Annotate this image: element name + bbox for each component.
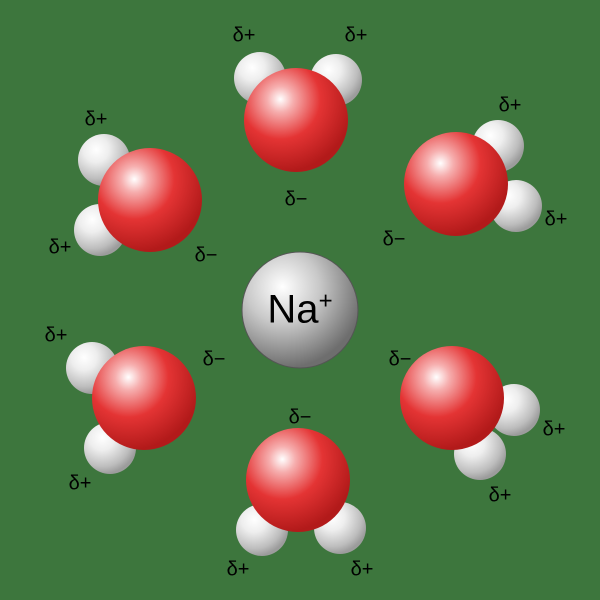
sodium-label: Na+ [267,287,332,332]
water-bottom-left-delta-plus-1: δ+ [45,325,68,348]
water-top-delta-plus-1: δ+ [233,25,256,48]
water-bottom-right-delta-plus-1: δ+ [543,419,566,442]
water-bottom-right-delta-minus: δ− [389,349,412,372]
water-bottom-delta-plus-1: δ+ [227,559,250,582]
water-bottom-left-delta-plus-2: δ+ [69,473,92,496]
water-bottom-left-delta-minus: δ− [203,349,226,372]
water-top-delta-minus: δ− [285,189,308,212]
water-top-right-oxygen [404,132,508,236]
water-top-delta-plus-2: δ+ [345,25,368,48]
water-top-left-delta-minus: δ− [195,245,218,268]
water-top-oxygen [244,68,348,172]
water-bottom-left-oxygen [92,346,196,450]
water-top-left-delta-plus-2: δ+ [49,237,72,260]
water-top-left-delta-plus-1: δ+ [85,109,108,132]
water-top-left-oxygen [98,148,202,252]
water-bottom-right-delta-plus-2: δ+ [489,485,512,508]
water-bottom-delta-plus-2: δ+ [351,559,374,582]
water-top-right-delta-minus: δ− [383,229,406,252]
solvation-diagram: Na+ δ− δ+ δ+ δ− δ+ δ+ δ− δ+ δ+ δ− δ+ δ+ δ− δ+ δ+ δ− δ+ δ+ [0,0,600,600]
water-bottom-right-oxygen [400,346,504,450]
water-top-right-delta-plus-2: δ+ [545,209,568,232]
water-top-right-delta-plus-1: δ+ [499,95,522,118]
water-bottom-delta-minus: δ− [289,407,312,430]
water-bottom-oxygen [246,428,350,532]
